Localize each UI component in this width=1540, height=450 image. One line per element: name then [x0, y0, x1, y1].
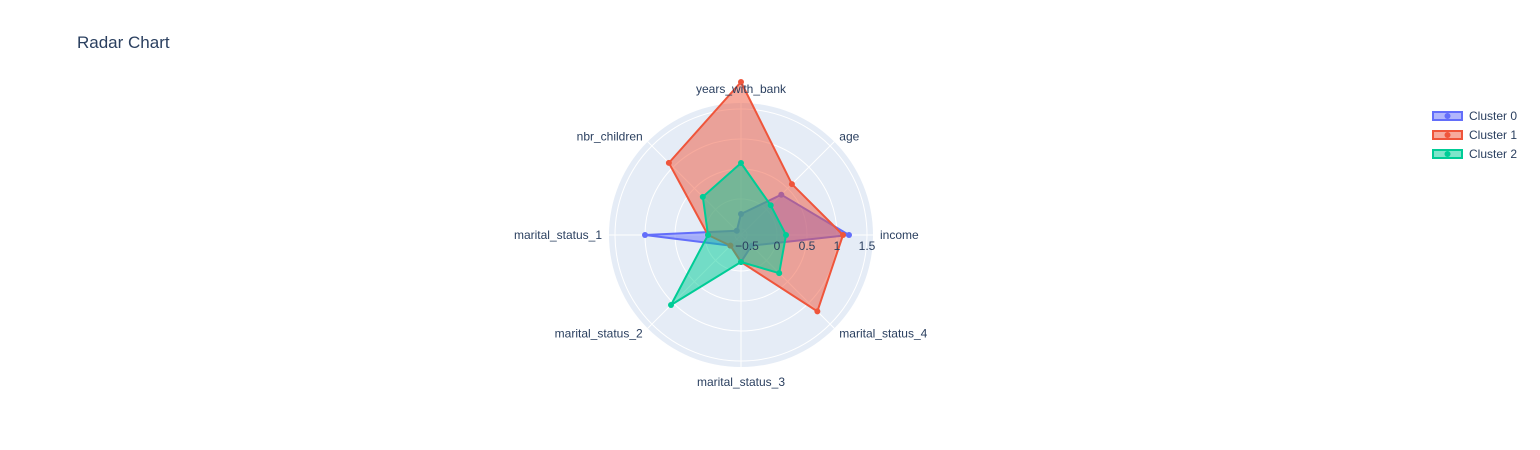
- data-point: [738, 79, 744, 85]
- legend-item[interactable]: Cluster 1: [1432, 125, 1517, 144]
- data-point: [814, 308, 821, 315]
- radar-labels: income age years_with_bank nbr_childrenmari…: [514, 82, 928, 389]
- series-2: [667, 160, 789, 309]
- legend-label: Cluster 1: [1469, 127, 1518, 142]
- chart-title: Radar Chart: [77, 33, 170, 52]
- radial-tick-label: 0: [774, 239, 781, 253]
- legend-label: Cluster 2: [1469, 146, 1518, 161]
- legend-marker: [1444, 112, 1451, 119]
- axis-label: income: [880, 228, 919, 242]
- legend-marker: [1444, 150, 1451, 157]
- radar-series: [642, 79, 852, 315]
- radial-tick-label: 1.5: [859, 239, 876, 253]
- data-point: [699, 193, 706, 200]
- legend-label: Cluster 0: [1469, 108, 1518, 123]
- legend-swatch: [1432, 110, 1463, 121]
- axis-label: age: [839, 130, 859, 144]
- data-point: [767, 202, 774, 209]
- data-point: [665, 159, 672, 166]
- radial-tick-label: 0.5: [799, 239, 816, 253]
- axis-label: marital_status_2: [555, 326, 643, 340]
- data-point: [738, 259, 744, 265]
- data-point: [840, 232, 846, 238]
- data-point: [738, 160, 744, 166]
- legend-item[interactable]: Cluster 2: [1432, 144, 1517, 163]
- radial-tick-label: 1: [834, 239, 841, 253]
- axis-label: marital_status_3: [697, 375, 785, 389]
- data-point: [776, 270, 783, 277]
- legend-item[interactable]: Cluster 0: [1432, 106, 1517, 125]
- radial-tick-label: −0.5: [735, 239, 759, 253]
- data-point: [788, 181, 795, 188]
- axis-label: years_with_bank: [696, 82, 787, 96]
- axis-label: marital_status_1: [514, 228, 602, 242]
- data-point: [667, 302, 674, 309]
- legend: Cluster 0 Cluster 1 Cluster 2: [1432, 106, 1517, 163]
- legend-marker: [1444, 131, 1451, 138]
- axis-label: nbr_children: [577, 130, 643, 144]
- data-point: [642, 232, 648, 238]
- legend-swatch: [1432, 129, 1463, 140]
- data-point: [846, 232, 852, 238]
- legend-swatch: [1432, 148, 1463, 159]
- data-point: [783, 232, 789, 238]
- data-point: [705, 232, 711, 238]
- axis-label: marital_status_4: [839, 326, 927, 340]
